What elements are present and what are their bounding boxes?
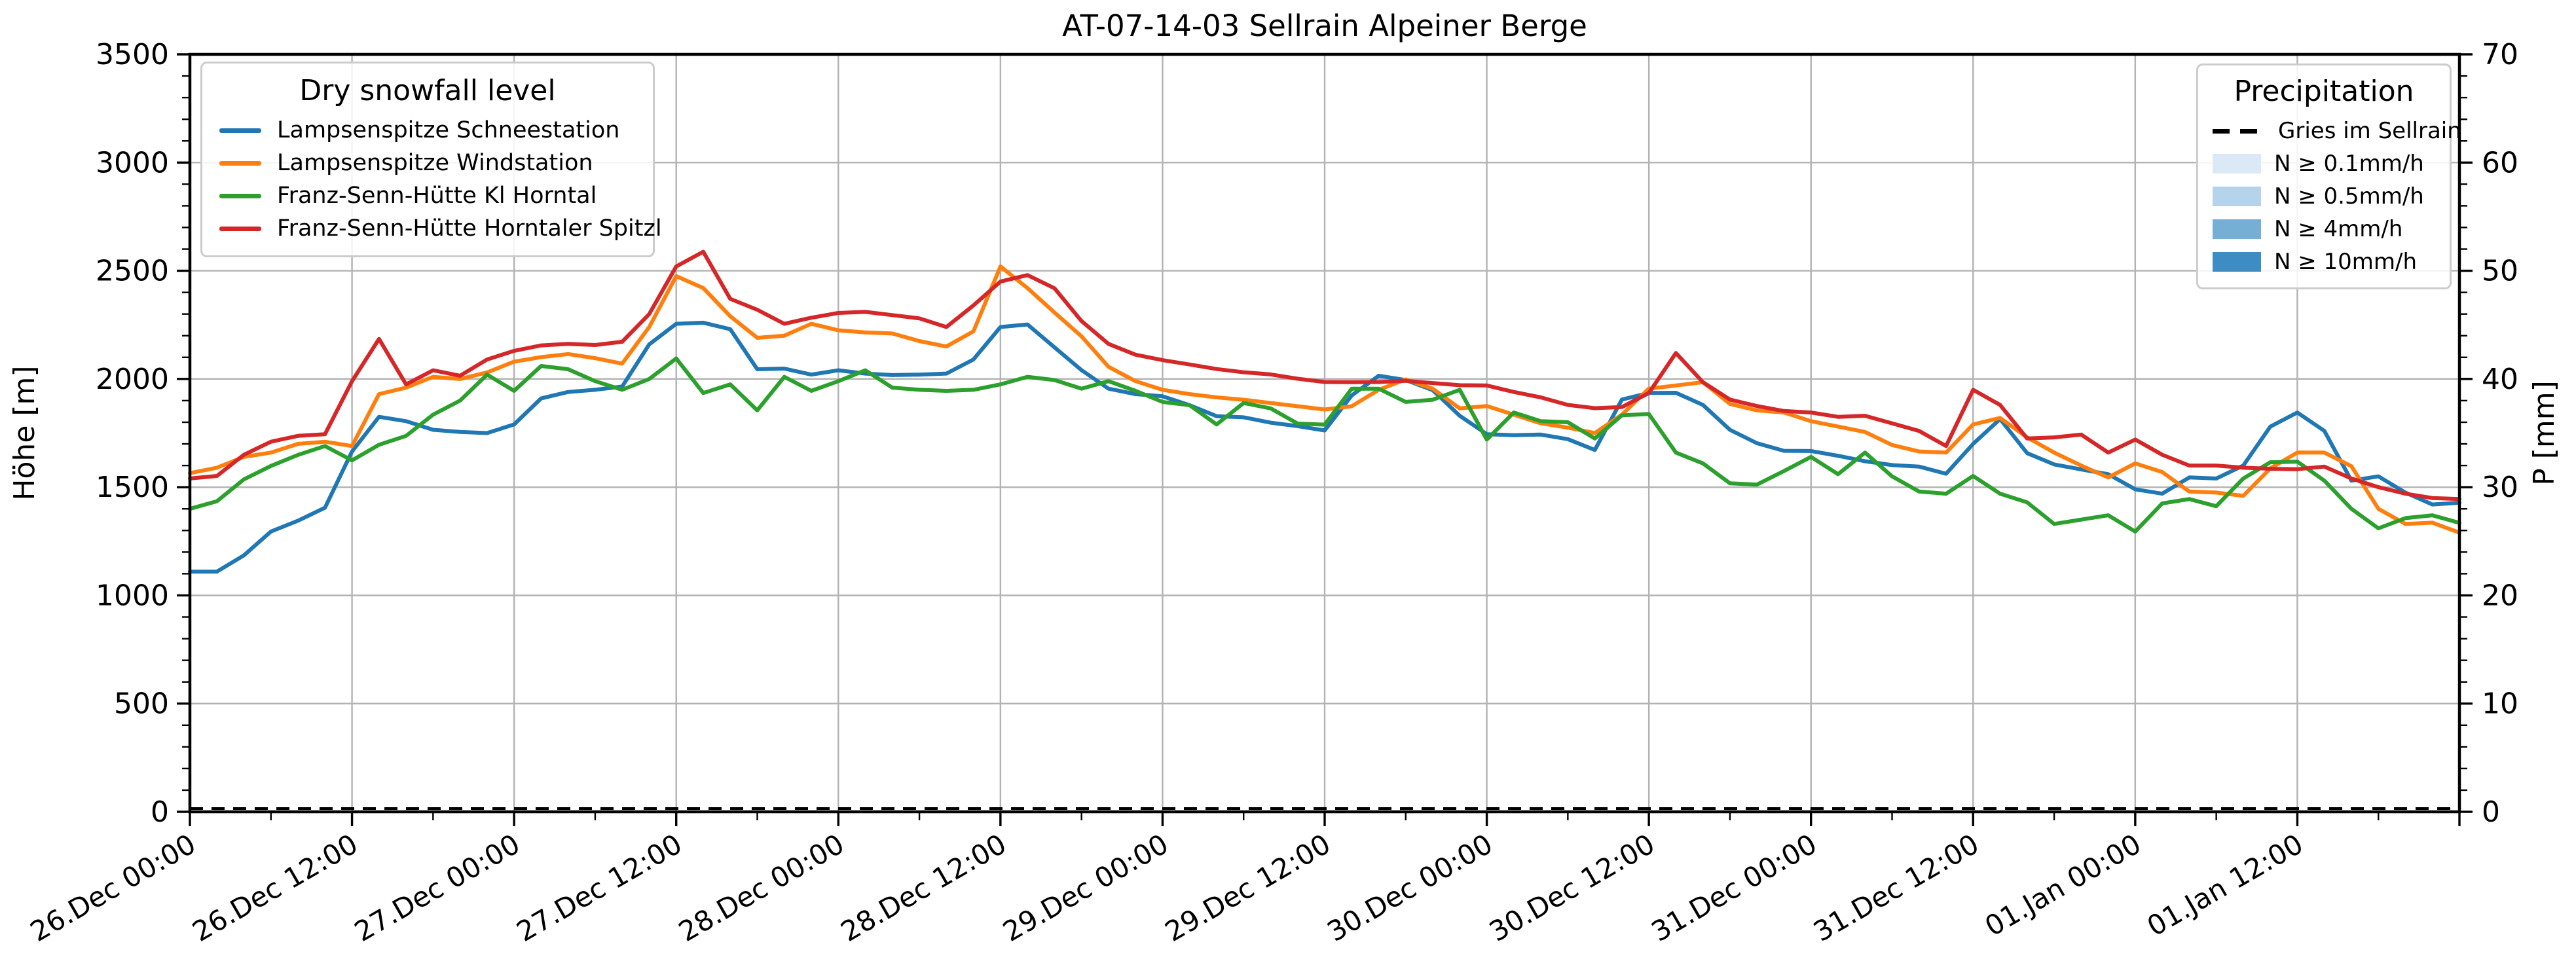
legend-item-n-0-5: N ≥ 0.5mm/h (2209, 180, 2439, 213)
y-right-tick-label: 40 (2482, 363, 2518, 396)
series-lampsenspitze-windstation (188, 264, 2461, 535)
y-right-tick-label: 60 (2482, 146, 2518, 179)
legend-dry-snowfall-level: Dry snowfall level Lampsenspitze Schnees… (200, 62, 662, 257)
legend-item-horntaler-spitzl: Franz-Senn-Hütte Horntaler Spitzl (215, 212, 662, 245)
legend-item-label: Lampsenspitze Schneestation (277, 117, 620, 143)
legend-item-schneestation: Lampsenspitze Schneestation (215, 114, 640, 147)
legend-item-label: N ≥ 4mm/h (2274, 216, 2403, 242)
green-line-swatch (219, 193, 261, 198)
legend-item-kl-horntal: Franz-Senn-Hütte Kl Horntal (215, 179, 640, 212)
x-tick-label: 30.Dec 00:00 (1321, 828, 1498, 948)
x-tick-label: 01.Jan 12:00 (2142, 828, 2309, 942)
legend-item-label: Gries im Sellrain (2278, 118, 2461, 144)
y-left-tick-label: 3000 (96, 146, 169, 179)
legend-snow-title: Dry snowfall level (299, 74, 556, 107)
x-tick-label: 01.Jan 00:00 (1979, 828, 2146, 942)
y-right-axis-label: P [mm] (2528, 380, 2561, 486)
precip-patch-dark (2213, 252, 2261, 272)
orange-line-swatch (219, 160, 261, 166)
x-tick-label: 29.Dec 12:00 (1160, 828, 1336, 948)
legend-item-label: Franz-Senn-Hütte Kl Horntal (277, 183, 597, 209)
legend-item-label: Lampsenspitze Windstation (277, 150, 593, 176)
series-lampsenspitze-schneestation (188, 320, 2461, 574)
legend-item-n-4: N ≥ 4mm/h (2209, 213, 2439, 246)
x-tick-label: 28.Dec 12:00 (836, 828, 1012, 948)
y-right-tick-label: 20 (2482, 579, 2518, 612)
legend-item-gries-im-sellrain: Gries im Sellrain (2209, 115, 2461, 147)
precip-patch-light (2213, 154, 2261, 173)
y-left-tick-label: 2000 (96, 363, 169, 396)
y-right-tick-label: 10 (2482, 687, 2518, 721)
x-tick-label: 31.Dec 00:00 (1646, 828, 1822, 948)
y-left-axis-label: Höhe [m] (8, 365, 41, 500)
y-left-tick-label: 1500 (96, 471, 169, 504)
legend-precipitation: Precipitation Gries im Sellrain N ≥ 0.1m… (2196, 64, 2461, 289)
legend-item-label: N ≥ 0.5mm/h (2274, 183, 2424, 209)
series-franz-senn-h-tte-horntaler-spitzl (188, 249, 2461, 501)
x-tick-label: 28.Dec 00:00 (673, 828, 849, 948)
legend-item-label: N ≥ 0.1mm/h (2274, 151, 2424, 177)
y-right-tick-label: 0 (2482, 795, 2500, 829)
x-tick-label: 29.Dec 00:00 (997, 828, 1173, 948)
legend-item-n-0-1: N ≥ 0.1mm/h (2209, 147, 2439, 180)
x-tick-label: 26.Dec 12:00 (187, 828, 363, 948)
y-left-tick-label: 3500 (96, 38, 169, 71)
dashed-line-swatch (2213, 128, 2265, 134)
y-left-tick-label: 0 (151, 795, 169, 829)
legend-precip-title: Precipitation (2234, 75, 2414, 108)
y-left-tick-label: 500 (114, 687, 169, 721)
legend-item-windstation: Lampsenspitze Windstation (215, 147, 640, 179)
legend-item-label: Franz-Senn-Hütte Horntaler Spitzl (277, 215, 662, 242)
x-tick-label: 27.Dec 12:00 (511, 828, 688, 948)
x-tick-label: 30.Dec 12:00 (1484, 828, 1660, 948)
chart-title: AT-07-14-03 Sellrain Alpeiner Berge (1062, 9, 1587, 43)
legend-item-label: N ≥ 10mm/h (2274, 249, 2418, 275)
y-right-tick-label: 70 (2482, 38, 2518, 71)
x-tick-label: 26.Dec 00:00 (25, 828, 201, 948)
precip-patch-medium-light (2213, 187, 2261, 206)
y-left-tick-label: 1000 (96, 579, 169, 612)
y-right-tick-label: 50 (2482, 255, 2518, 288)
x-tick-label: 27.Dec 00:00 (349, 828, 525, 948)
y-left-tick-label: 2500 (96, 255, 169, 288)
y-right-tick-label: 30 (2482, 471, 2518, 504)
precip-patch-medium (2213, 219, 2261, 239)
legend-item-n-10: N ≥ 10mm/h (2209, 246, 2439, 278)
series-franz-senn-h-tte-kl-horntal (188, 356, 2461, 534)
x-tick-label: 31.Dec 12:00 (1808, 828, 1984, 948)
red-line-swatch (219, 226, 261, 231)
blue-line-swatch (219, 128, 261, 133)
